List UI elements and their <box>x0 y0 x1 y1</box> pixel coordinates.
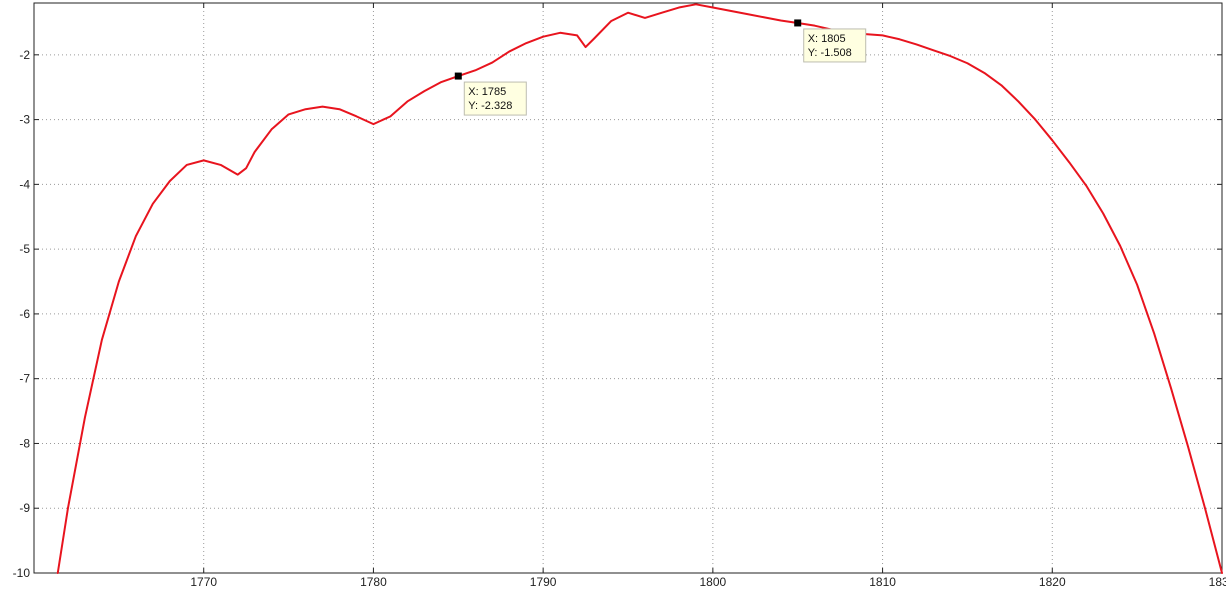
x-tick-label: 1830 <box>1209 575 1226 589</box>
data-tip-x-text: X: 1785 <box>468 86 506 98</box>
y-tick-label: -5 <box>19 242 30 256</box>
x-tick-label: 1800 <box>700 575 727 589</box>
data-tip-y-text: Y: -1.508 <box>808 47 852 59</box>
y-tick-label: -10 <box>13 566 31 580</box>
x-tick-label: 1810 <box>869 575 896 589</box>
grid <box>34 3 1222 573</box>
data-tip-box <box>463 81 527 116</box>
tick-labels: 1770 1780 1790 1800 1810 1820 1830 -2 -3 -4 -5 -6 -7… <box>13 48 1226 589</box>
data-tip: X: 1805 Y: -1.508 <box>794 19 867 63</box>
data-tip: X: 1785 Y: -2.328 <box>454 72 527 116</box>
data-tip-marker <box>454 72 462 80</box>
y-tick-label: -4 <box>19 177 30 191</box>
y-tick-label: -6 <box>19 307 30 321</box>
x-tick-label: 1780 <box>360 575 387 589</box>
data-tip-box <box>803 28 867 63</box>
axes-box <box>33 2 1223 574</box>
y-tick-label: -8 <box>19 436 30 450</box>
series-layer <box>56 3 1223 574</box>
y-tick-label: -7 <box>19 372 30 386</box>
data-tip-marker <box>794 19 802 27</box>
data-tip-x-text: X: 1805 <box>808 33 846 45</box>
x-tick-label: 1770 <box>190 575 217 589</box>
x-tick-label: 1790 <box>530 575 557 589</box>
x-tick-label: 1820 <box>1039 575 1066 589</box>
data-tips: X: 1785 Y: -2.328 X: 1805 Y: -1.508 <box>454 19 867 116</box>
y-tick-label: -2 <box>19 48 30 62</box>
y-tick-label: -3 <box>19 113 30 127</box>
data-tip-y-text: Y: -2.328 <box>468 100 512 112</box>
y-tick-label: -9 <box>19 501 30 515</box>
series-line <box>56 3 1223 574</box>
